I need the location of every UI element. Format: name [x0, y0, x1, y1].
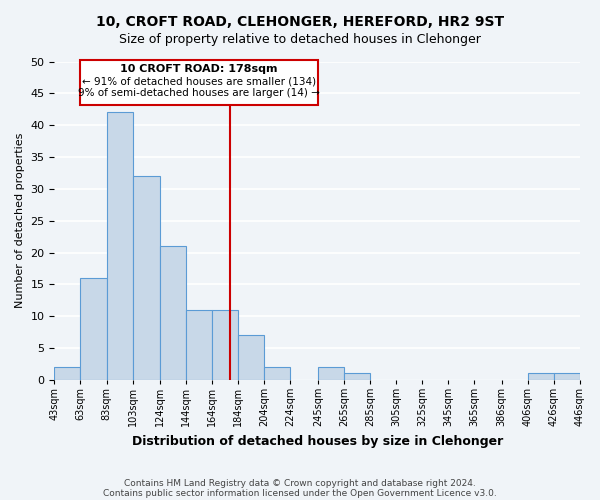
FancyBboxPatch shape — [80, 60, 318, 105]
Bar — [265, 367, 290, 380]
Text: Size of property relative to detached houses in Clehonger: Size of property relative to detached ho… — [119, 32, 481, 46]
Bar — [186, 310, 212, 380]
Bar — [160, 246, 186, 380]
Y-axis label: Number of detached properties: Number of detached properties — [15, 133, 25, 308]
Bar — [238, 336, 265, 380]
Bar — [344, 374, 370, 380]
Bar — [554, 374, 580, 380]
Text: Contains public sector information licensed under the Open Government Licence v3: Contains public sector information licen… — [103, 488, 497, 498]
Bar — [212, 310, 238, 380]
Bar — [133, 176, 160, 380]
Bar — [107, 112, 133, 380]
X-axis label: Distribution of detached houses by size in Clehonger: Distribution of detached houses by size … — [131, 434, 503, 448]
Text: 10 CROFT ROAD: 178sqm: 10 CROFT ROAD: 178sqm — [121, 64, 278, 74]
Text: 9% of semi-detached houses are larger (14) →: 9% of semi-detached houses are larger (1… — [78, 88, 320, 98]
Text: ← 91% of detached houses are smaller (134): ← 91% of detached houses are smaller (13… — [82, 76, 316, 86]
Text: 10, CROFT ROAD, CLEHONGER, HEREFORD, HR2 9ST: 10, CROFT ROAD, CLEHONGER, HEREFORD, HR2… — [96, 15, 504, 29]
Text: Contains HM Land Registry data © Crown copyright and database right 2024.: Contains HM Land Registry data © Crown c… — [124, 478, 476, 488]
Bar — [318, 367, 344, 380]
Bar — [55, 367, 80, 380]
Bar — [528, 374, 554, 380]
Bar — [80, 278, 107, 380]
